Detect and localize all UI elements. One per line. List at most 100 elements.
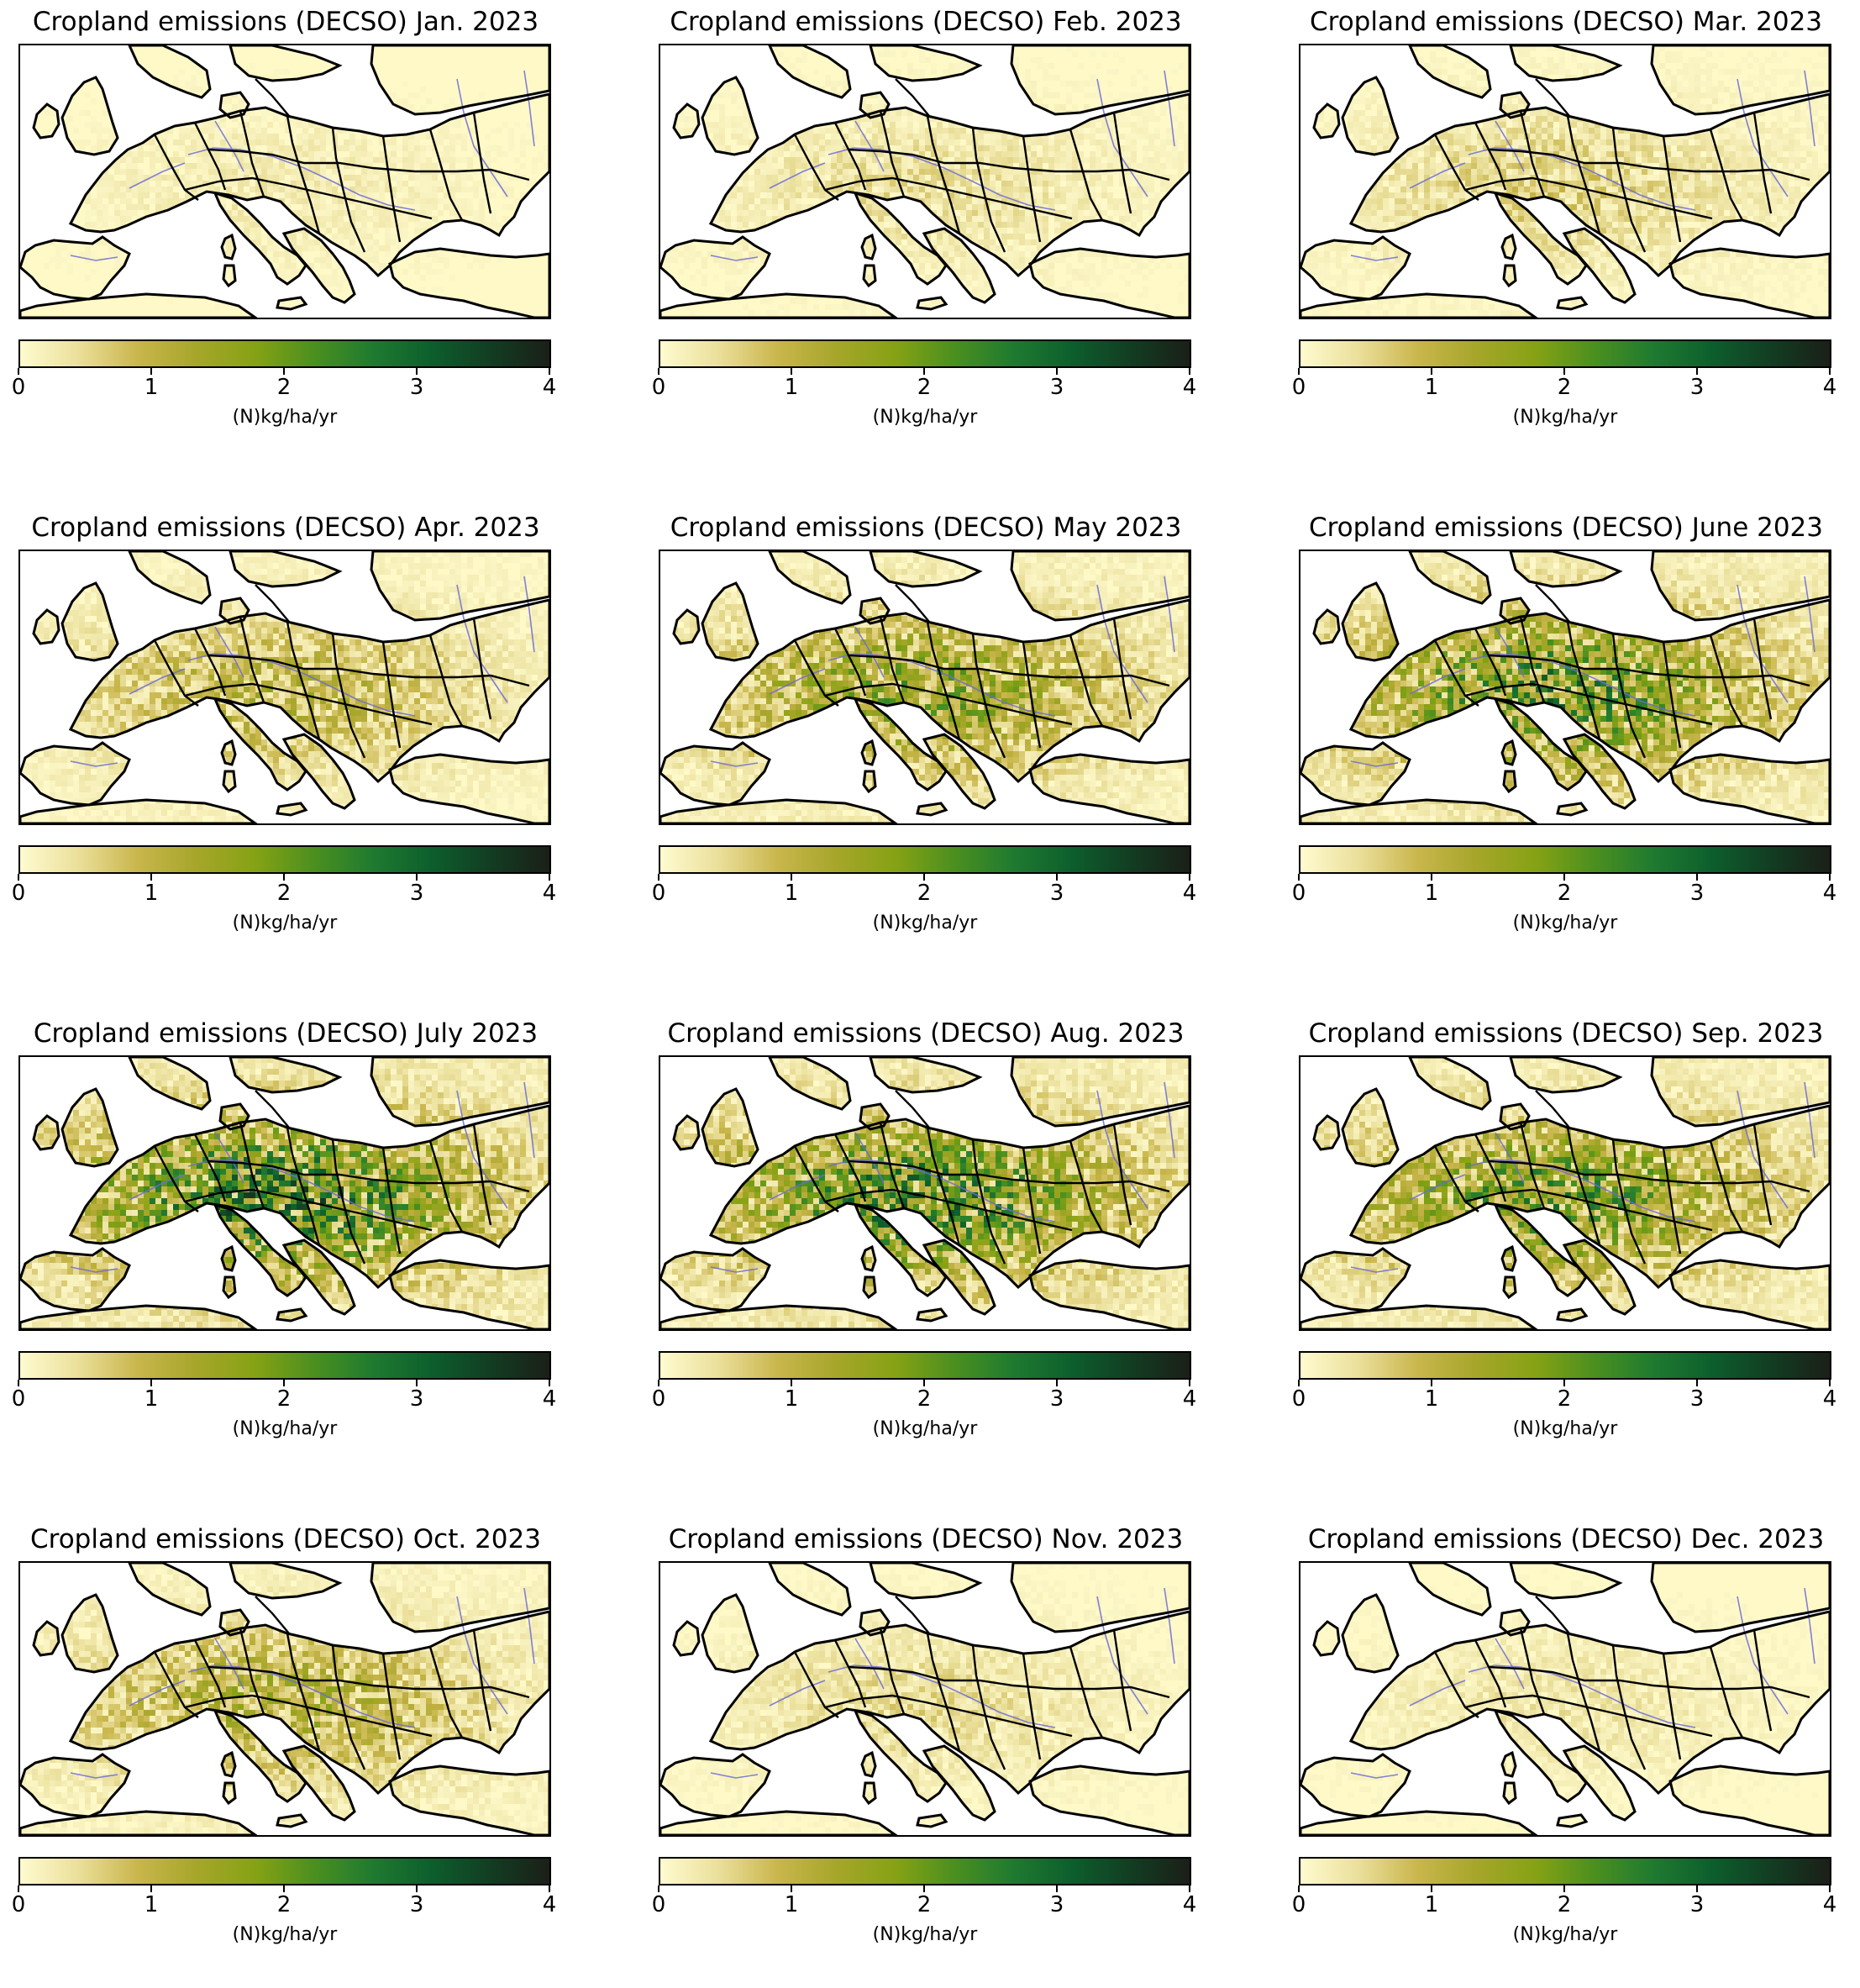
coastline xyxy=(922,1744,996,1822)
river-line xyxy=(214,1638,244,1690)
colorbar-tick-label: 2 xyxy=(907,881,941,906)
coastline xyxy=(660,1753,771,1818)
river-line xyxy=(129,1680,186,1707)
map-plot-area xyxy=(659,1561,1191,1837)
colorbar-tick-label: 0 xyxy=(642,1386,675,1412)
coastline xyxy=(1502,1275,1517,1300)
country-border xyxy=(793,639,839,707)
colorbar xyxy=(18,845,551,874)
coastline xyxy=(862,1781,877,1806)
river-line xyxy=(854,1132,885,1184)
coastline xyxy=(1650,1563,1830,1633)
map-plot-area xyxy=(1299,44,1831,319)
country-border xyxy=(1662,1147,1682,1254)
coastline xyxy=(213,1202,307,1297)
country-border xyxy=(381,641,402,749)
river-line xyxy=(129,162,186,189)
coastline xyxy=(1010,1057,1190,1128)
coastline xyxy=(701,1087,759,1168)
colorbar xyxy=(18,1857,551,1885)
coastline xyxy=(916,1813,948,1828)
colorbar-tick-label: 3 xyxy=(1680,1386,1714,1412)
coastline xyxy=(660,1247,771,1312)
country-border xyxy=(331,1644,366,1770)
coastline xyxy=(701,76,759,156)
coastline xyxy=(660,741,771,807)
colorbar-tick xyxy=(283,368,285,375)
coastline xyxy=(859,1102,891,1131)
coastline xyxy=(229,551,343,588)
colorbar-tick xyxy=(1829,368,1831,375)
country-border xyxy=(1022,1147,1042,1254)
colorbar-tick-label: 4 xyxy=(1813,375,1847,400)
country-border xyxy=(255,584,290,623)
coastline xyxy=(916,802,948,817)
coastline xyxy=(1408,551,1492,605)
colorbar-tick xyxy=(1696,368,1698,375)
colorbar-tick-label: 4 xyxy=(1173,881,1206,906)
colorbar-tick-label: 1 xyxy=(775,375,808,400)
river-line xyxy=(70,760,118,767)
colorbar-tick xyxy=(416,874,418,881)
coastline xyxy=(20,1810,258,1835)
colorbar-tick-label: 0 xyxy=(1282,881,1316,906)
river-line xyxy=(214,1132,244,1184)
coastline xyxy=(1348,92,1830,278)
colorbar-label: (N)kg/ha/yr xyxy=(1299,407,1831,428)
country-border xyxy=(1611,1139,1647,1265)
coastline xyxy=(229,45,343,82)
country-border xyxy=(793,1145,839,1212)
coastline xyxy=(213,191,307,286)
country-border xyxy=(848,1160,1170,1193)
coastline xyxy=(869,1563,983,1600)
coastline xyxy=(1509,1563,1623,1600)
coastline xyxy=(1556,802,1589,817)
country-border xyxy=(1535,584,1570,623)
country-border xyxy=(153,639,199,707)
river-line xyxy=(828,653,1056,717)
river-line xyxy=(854,1638,885,1690)
coastline xyxy=(1408,1057,1492,1111)
colorbar-tick-label: 3 xyxy=(1040,375,1074,400)
country-border xyxy=(971,1644,1006,1770)
colorbar xyxy=(659,1351,1191,1380)
panel-title: Cropland emissions (DECSO) Apr. 2023 xyxy=(0,513,571,543)
colorbar-tick xyxy=(283,874,285,881)
coastline xyxy=(1493,1708,1588,1803)
europe-map xyxy=(20,1057,549,1329)
country-border xyxy=(1112,618,1132,720)
colorbar-tick-label: 2 xyxy=(1547,1892,1581,1917)
river-line xyxy=(1350,255,1399,261)
coastline xyxy=(222,1781,237,1806)
coastline xyxy=(281,227,356,304)
coastline xyxy=(222,770,237,794)
river-line xyxy=(710,1772,759,1779)
colorbar-tick-label: 2 xyxy=(1547,881,1581,906)
coastline xyxy=(660,1304,898,1329)
coastline xyxy=(1650,551,1830,622)
coastline xyxy=(281,733,356,810)
colorbar-tick xyxy=(658,1885,659,1892)
coastline xyxy=(1499,1608,1531,1637)
coastline xyxy=(1300,798,1538,823)
country-border xyxy=(1433,1145,1479,1212)
country-border xyxy=(381,135,402,243)
coastline xyxy=(68,92,549,278)
map-panel: Cropland emissions (DECSO) Dec. 2023 0 1 2 3… xyxy=(1280,1517,1860,1988)
colorbar-tick-label: 1 xyxy=(134,1892,168,1917)
map-panel: Cropland emissions (DECSO) Mar. 2023 0 1 2 3… xyxy=(1280,0,1860,471)
coastline xyxy=(1556,1307,1589,1323)
coastline xyxy=(672,608,701,645)
coastline xyxy=(1562,227,1637,304)
country-border xyxy=(255,78,290,117)
colorbar-tick-label: 1 xyxy=(134,1386,168,1412)
map-plot-area xyxy=(18,44,551,319)
colorbar-tick xyxy=(1563,874,1565,881)
colorbar-tick xyxy=(549,1380,550,1386)
colorbar-tick xyxy=(1189,1885,1190,1892)
coastline xyxy=(1499,597,1531,625)
colorbar-tick-label: 1 xyxy=(775,881,808,906)
coastline xyxy=(1668,247,1830,318)
coastline xyxy=(660,798,898,823)
map-panel: Cropland emissions (DECSO) May 2023 0 1 2 3 4… xyxy=(640,506,1279,976)
